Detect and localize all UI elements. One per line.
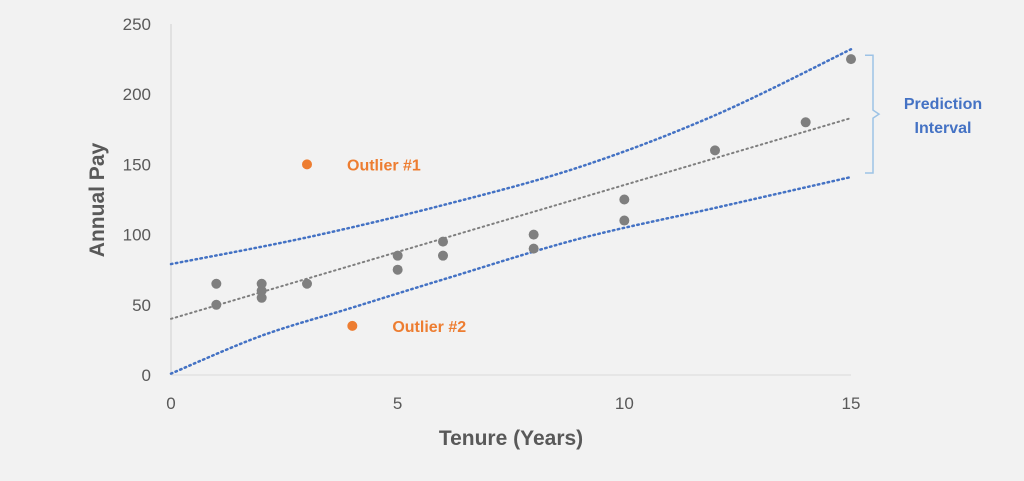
prediction-interval-upper-line	[169, 48, 853, 266]
trendline	[170, 117, 852, 320]
y-tick-label: 50	[132, 296, 151, 315]
data-points	[211, 54, 856, 331]
prediction-interval-lower-line	[169, 175, 853, 375]
data-point	[710, 145, 720, 156]
prediction-interval-brace	[865, 54, 881, 174]
outlier-point	[347, 320, 358, 331]
data-point	[528, 243, 539, 254]
y-axis-title: Annual Pay	[86, 143, 109, 258]
x-tick-labels: 0 5 10 15	[166, 394, 860, 413]
y-tick-label: 150	[123, 155, 151, 174]
data-point	[256, 285, 267, 296]
data-point	[256, 278, 267, 289]
x-tick-label: 0	[166, 394, 175, 413]
data-point	[302, 278, 312, 289]
data-point	[619, 215, 630, 226]
data-point	[211, 299, 222, 310]
prediction-interval-label: Interval	[915, 120, 972, 137]
data-point	[392, 264, 403, 275]
x-tick-label: 10	[615, 394, 634, 413]
outlier-label: Outlier #1	[347, 157, 421, 174]
outlier-label: Outlier #2	[392, 319, 466, 336]
prediction-interval-label: Prediction	[904, 96, 982, 113]
data-point	[438, 236, 448, 247]
outlier-point	[302, 159, 312, 170]
y-tick-label: 200	[123, 85, 151, 104]
data-point	[392, 250, 403, 261]
data-point	[438, 250, 448, 261]
data-point	[528, 229, 539, 240]
data-point	[619, 194, 630, 205]
y-tick-label: 0	[142, 366, 151, 385]
y-tick-label: 100	[123, 226, 151, 245]
x-tick-label: 15	[842, 394, 861, 413]
y-tick-label: 250	[123, 15, 151, 34]
x-tick-label: 5	[393, 394, 402, 413]
x-axis-title: Tenure (Years)	[439, 427, 583, 450]
y-tick-labels: 0 50 100 150 200 250	[123, 15, 151, 385]
annotations: Outlier #1 Outlier #2 Prediction Interval	[347, 96, 982, 336]
data-point	[211, 278, 222, 289]
data-point	[256, 292, 267, 303]
data-point	[800, 117, 811, 128]
data-point	[846, 54, 856, 65]
